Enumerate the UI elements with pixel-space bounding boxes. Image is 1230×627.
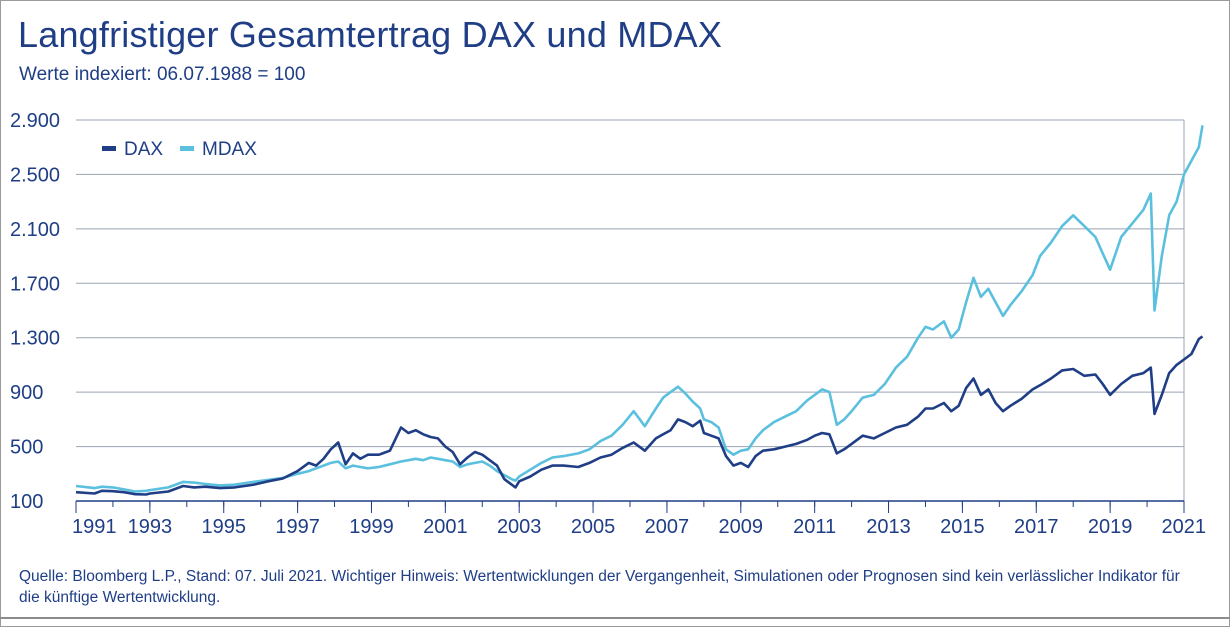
x-axis: 1991 1993 1995 1997 1999 2001 2003 2005 2007 2009… — [72, 500, 1207, 538]
x-tick-label: 1999 — [349, 516, 394, 538]
y-tick-label: 900 — [10, 382, 43, 404]
y-tick-label: 500 — [10, 437, 43, 459]
chart-title: Langfristiger Gesamtertrag DAX und MDAX — [18, 14, 723, 55]
x-tick-label: 2017 — [1014, 516, 1059, 538]
y-axis-tick-labels: 100 500 900 1.300 1.700 2.100 2.500 2.900 — [10, 110, 60, 513]
legend: DAX MDAX — [102, 139, 257, 160]
x-tick-label: 2003 — [497, 516, 542, 538]
x-tick-label: 1991 — [72, 516, 117, 538]
source-footnote: Quelle: Bloomberg L.P., Stand: 07. Juli … — [19, 568, 1180, 606]
chart-subtitle: Werte indexiert: 06.07.1988 = 100 — [19, 64, 306, 85]
y-tick-label: 2.100 — [10, 219, 60, 241]
x-tick-label: 2005 — [571, 516, 616, 538]
x-tick-label: 2011 — [793, 516, 836, 538]
y-tick-label: 1.700 — [10, 273, 60, 295]
x-tick-label: 2019 — [1088, 516, 1133, 538]
legend-swatch-mdax — [180, 146, 194, 151]
x-tick-label: 2007 — [645, 516, 690, 538]
x-tick-label: 1993 — [128, 516, 173, 538]
x-tick-label: 2021 — [1162, 516, 1207, 538]
x-tick-label: 1995 — [201, 516, 246, 538]
y-tick-label: 100 — [10, 491, 43, 513]
grid — [76, 119, 1185, 501]
series-line-mdax — [75, 125, 1204, 493]
y-tick-label: 2.900 — [10, 110, 60, 132]
legend-label-dax: DAX — [124, 139, 163, 160]
x-tick-label: 2015 — [940, 516, 985, 538]
x-tick-label: 2013 — [866, 516, 911, 538]
x-tick-label: 1997 — [275, 516, 320, 538]
x-tick-label: 2001 — [423, 516, 468, 538]
series-line-dax — [75, 335, 1204, 496]
y-tick-label: 1.300 — [10, 328, 60, 350]
x-tick-label: 2009 — [719, 516, 764, 538]
bottom-divider — [0, 617, 1230, 619]
legend-label-mdax: MDAX — [202, 139, 257, 160]
series-lines — [75, 125, 1204, 496]
y-tick-label: 2.500 — [10, 164, 60, 186]
legend-swatch-dax — [102, 146, 116, 151]
